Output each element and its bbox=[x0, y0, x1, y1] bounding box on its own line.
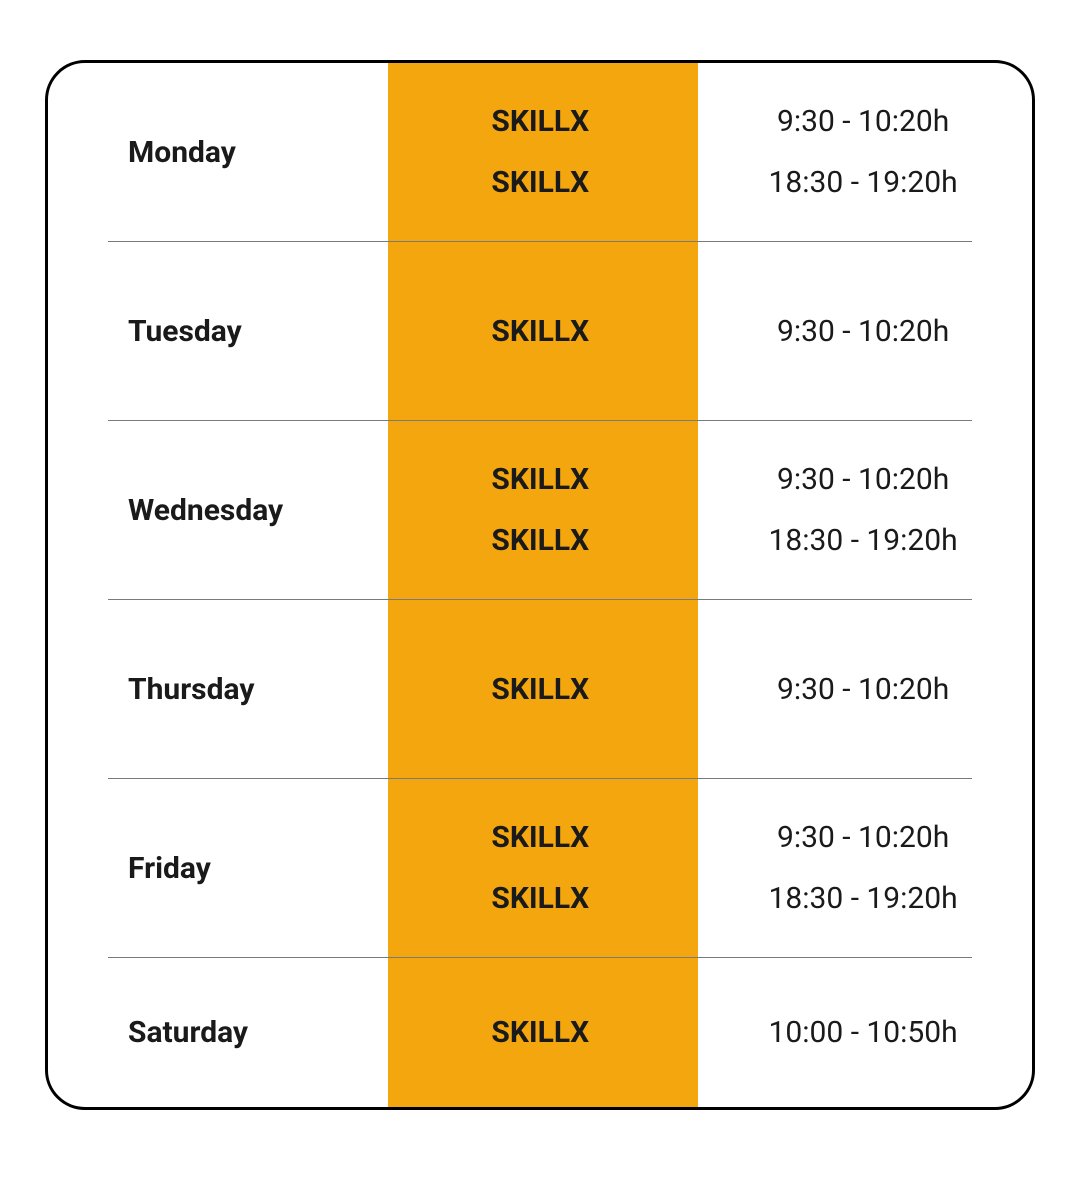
class-label: SKILLX bbox=[491, 672, 589, 707]
time-cell: 9:30 - 10:20h 18:30 - 19:20h bbox=[694, 462, 1032, 558]
class-cell: SKILLX bbox=[386, 1015, 694, 1050]
class-label: SKILLX bbox=[491, 523, 589, 558]
day-cell: Tuesday bbox=[48, 314, 386, 349]
day-cell: Wednesday bbox=[48, 493, 386, 528]
time-label: 18:30 - 19:20h bbox=[769, 165, 958, 200]
class-cell: SKILLX SKILLX bbox=[386, 820, 694, 916]
day-cell: Thursday bbox=[48, 672, 386, 707]
time-cell: 9:30 - 10:20h bbox=[694, 672, 1032, 707]
class-cell: SKILLX bbox=[386, 314, 694, 349]
class-label: SKILLX bbox=[491, 881, 589, 916]
time-cell: 9:30 - 10:20h bbox=[694, 314, 1032, 349]
time-cell: 9:30 - 10:20h 18:30 - 19:20h bbox=[694, 820, 1032, 916]
class-cell: SKILLX SKILLX bbox=[386, 104, 694, 200]
time-label: 9:30 - 10:20h bbox=[777, 462, 949, 497]
class-cell: SKILLX bbox=[386, 672, 694, 707]
schedule-row: Wednesday SKILLX SKILLX 9:30 - 10:20h 18:30 … bbox=[48, 421, 1032, 600]
canvas: Monday SKILLX SKILLX 9:30 - 10:20h 18:30 - 1… bbox=[0, 0, 1080, 1200]
day-cell: Saturday bbox=[48, 1015, 386, 1050]
day-cell: Monday bbox=[48, 135, 386, 170]
day-label: Friday bbox=[128, 851, 211, 886]
schedule-rows: Monday SKILLX SKILLX 9:30 - 10:20h 18:30 - 1… bbox=[48, 63, 1032, 1107]
class-label: SKILLX bbox=[491, 104, 589, 139]
time-label: 18:30 - 19:20h bbox=[769, 881, 958, 916]
day-label: Wednesday bbox=[128, 493, 283, 528]
day-label: Monday bbox=[128, 135, 236, 170]
schedule-row: Thursday SKILLX 9:30 - 10:20h bbox=[48, 600, 1032, 779]
class-label: SKILLX bbox=[491, 820, 589, 855]
day-cell: Friday bbox=[48, 851, 386, 886]
time-label: 9:30 - 10:20h bbox=[777, 104, 949, 139]
schedule-row: Saturday SKILLX 10:00 - 10:50h bbox=[48, 958, 1032, 1107]
time-cell: 10:00 - 10:50h bbox=[694, 1015, 1032, 1050]
class-label: SKILLX bbox=[491, 462, 589, 497]
schedule-row: Friday SKILLX SKILLX 9:30 - 10:20h 18:30 - 1… bbox=[48, 779, 1032, 958]
day-label: Saturday bbox=[128, 1015, 248, 1050]
schedule-row: Monday SKILLX SKILLX 9:30 - 10:20h 18:30 - 1… bbox=[48, 63, 1032, 242]
time-label: 9:30 - 10:20h bbox=[777, 314, 949, 349]
time-label: 9:30 - 10:20h bbox=[777, 820, 949, 855]
day-label: Thursday bbox=[128, 672, 254, 707]
schedule-card: Monday SKILLX SKILLX 9:30 - 10:20h 18:30 - 1… bbox=[45, 60, 1035, 1110]
class-label: SKILLX bbox=[491, 314, 589, 349]
class-cell: SKILLX SKILLX bbox=[386, 462, 694, 558]
schedule-row: Tuesday SKILLX 9:30 - 10:20h bbox=[48, 242, 1032, 421]
class-label: SKILLX bbox=[491, 1015, 589, 1050]
time-label: 9:30 - 10:20h bbox=[777, 672, 949, 707]
time-label: 18:30 - 19:20h bbox=[769, 523, 958, 558]
class-label: SKILLX bbox=[491, 165, 589, 200]
time-label: 10:00 - 10:50h bbox=[769, 1015, 958, 1050]
day-label: Tuesday bbox=[128, 314, 242, 349]
time-cell: 9:30 - 10:20h 18:30 - 19:20h bbox=[694, 104, 1032, 200]
